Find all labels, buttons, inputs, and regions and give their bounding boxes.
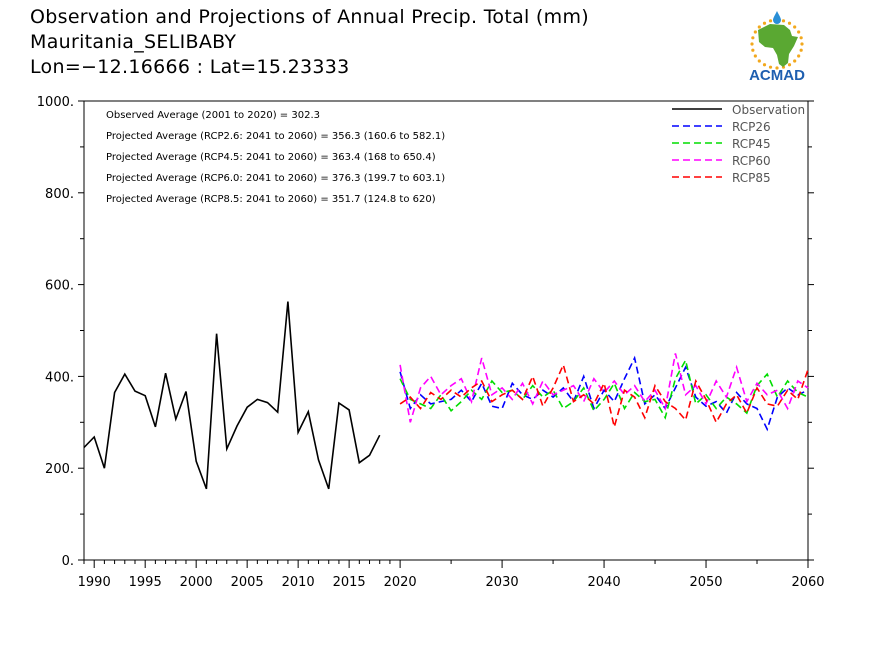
x-tick-label: 2015 bbox=[333, 575, 366, 590]
sun-ray-dot bbox=[793, 59, 797, 63]
y-tick-label: 1000. bbox=[37, 95, 74, 110]
water-drop-icon bbox=[773, 11, 781, 24]
logo-text: ACMAD bbox=[749, 67, 805, 84]
y-tick-label: 0. bbox=[62, 554, 74, 569]
africa-map-icon bbox=[758, 24, 798, 67]
series-rcp26-line bbox=[399, 355, 809, 432]
sun-ray-dot bbox=[757, 59, 761, 63]
sun-ray-dot bbox=[775, 66, 779, 70]
x-tick-label: 2000 bbox=[180, 575, 213, 590]
sun-ray-dot bbox=[753, 54, 757, 58]
sun-ray-dot bbox=[757, 25, 761, 29]
plot-area bbox=[83, 100, 809, 561]
y-tick-label: 400. bbox=[45, 370, 74, 385]
sun-ray-dot bbox=[797, 30, 801, 34]
average-annotation: Projected Average (RCP2.6: 2041 to 2060)… bbox=[106, 131, 445, 142]
legend-label: RCP26 bbox=[732, 120, 771, 134]
average-annotation: Projected Average (RCP4.5: 2041 to 2060)… bbox=[106, 152, 436, 163]
sun-ray-dot bbox=[751, 36, 755, 40]
coordinates-label: Lon=−12.16666 : Lat=15.23333 bbox=[30, 56, 350, 78]
x-tick-label: 2060 bbox=[791, 575, 824, 590]
acmad-logo: ACMAD bbox=[749, 11, 805, 84]
y-tick-label: 200. bbox=[45, 462, 74, 477]
sun-ray-dot bbox=[799, 48, 803, 52]
average-annotation: Observed Average (2001 to 2020) = 302.3 bbox=[106, 110, 320, 121]
sun-ray-dot bbox=[762, 63, 767, 67]
sun-ray-dot bbox=[768, 19, 773, 23]
sun-ray-dot bbox=[800, 42, 804, 46]
series-rcp60-line bbox=[399, 353, 809, 423]
sun-ray-dot bbox=[793, 25, 797, 29]
x-tick-label: 1995 bbox=[129, 575, 162, 590]
sun-ray-dot bbox=[787, 63, 792, 67]
x-tick-label: 1990 bbox=[78, 575, 111, 590]
series-rcp45-line bbox=[399, 358, 809, 420]
x-tick-label: 2010 bbox=[282, 575, 315, 590]
sun-ray-dot bbox=[753, 30, 757, 34]
series-rcp85-line bbox=[399, 362, 809, 428]
x-tick-label: 2005 bbox=[231, 575, 264, 590]
legend-label: Observation bbox=[732, 103, 805, 117]
legend-label: RCP85 bbox=[732, 171, 771, 185]
legend-label: RCP45 bbox=[732, 137, 771, 151]
sun-ray-dot bbox=[799, 36, 803, 40]
sun-ray-dot bbox=[797, 54, 801, 58]
sun-ray-dot bbox=[768, 65, 773, 69]
sun-ray-dot bbox=[781, 19, 786, 23]
x-tick-label: 2030 bbox=[486, 575, 519, 590]
station-name: Mauritania_SELIBABY bbox=[30, 31, 237, 53]
chart-title: Observation and Projections of Annual Pr… bbox=[30, 6, 589, 28]
sun-ray-dot bbox=[751, 48, 755, 52]
x-tick-label: 2040 bbox=[588, 575, 621, 590]
x-tick-label: 2050 bbox=[689, 575, 722, 590]
x-tick-label: 2020 bbox=[384, 575, 417, 590]
average-annotation: Projected Average (RCP8.5: 2041 to 2060)… bbox=[106, 194, 436, 205]
series-observation-line bbox=[83, 301, 381, 490]
legend-label: RCP60 bbox=[732, 154, 771, 168]
sun-ray-dot bbox=[750, 42, 754, 46]
sun-ray-dot bbox=[787, 21, 792, 25]
sun-ray-dot bbox=[762, 21, 767, 25]
y-tick-label: 600. bbox=[45, 279, 74, 294]
y-tick-label: 800. bbox=[45, 187, 74, 202]
average-annotation: Projected Average (RCP6.0: 2041 to 2060)… bbox=[106, 173, 445, 184]
